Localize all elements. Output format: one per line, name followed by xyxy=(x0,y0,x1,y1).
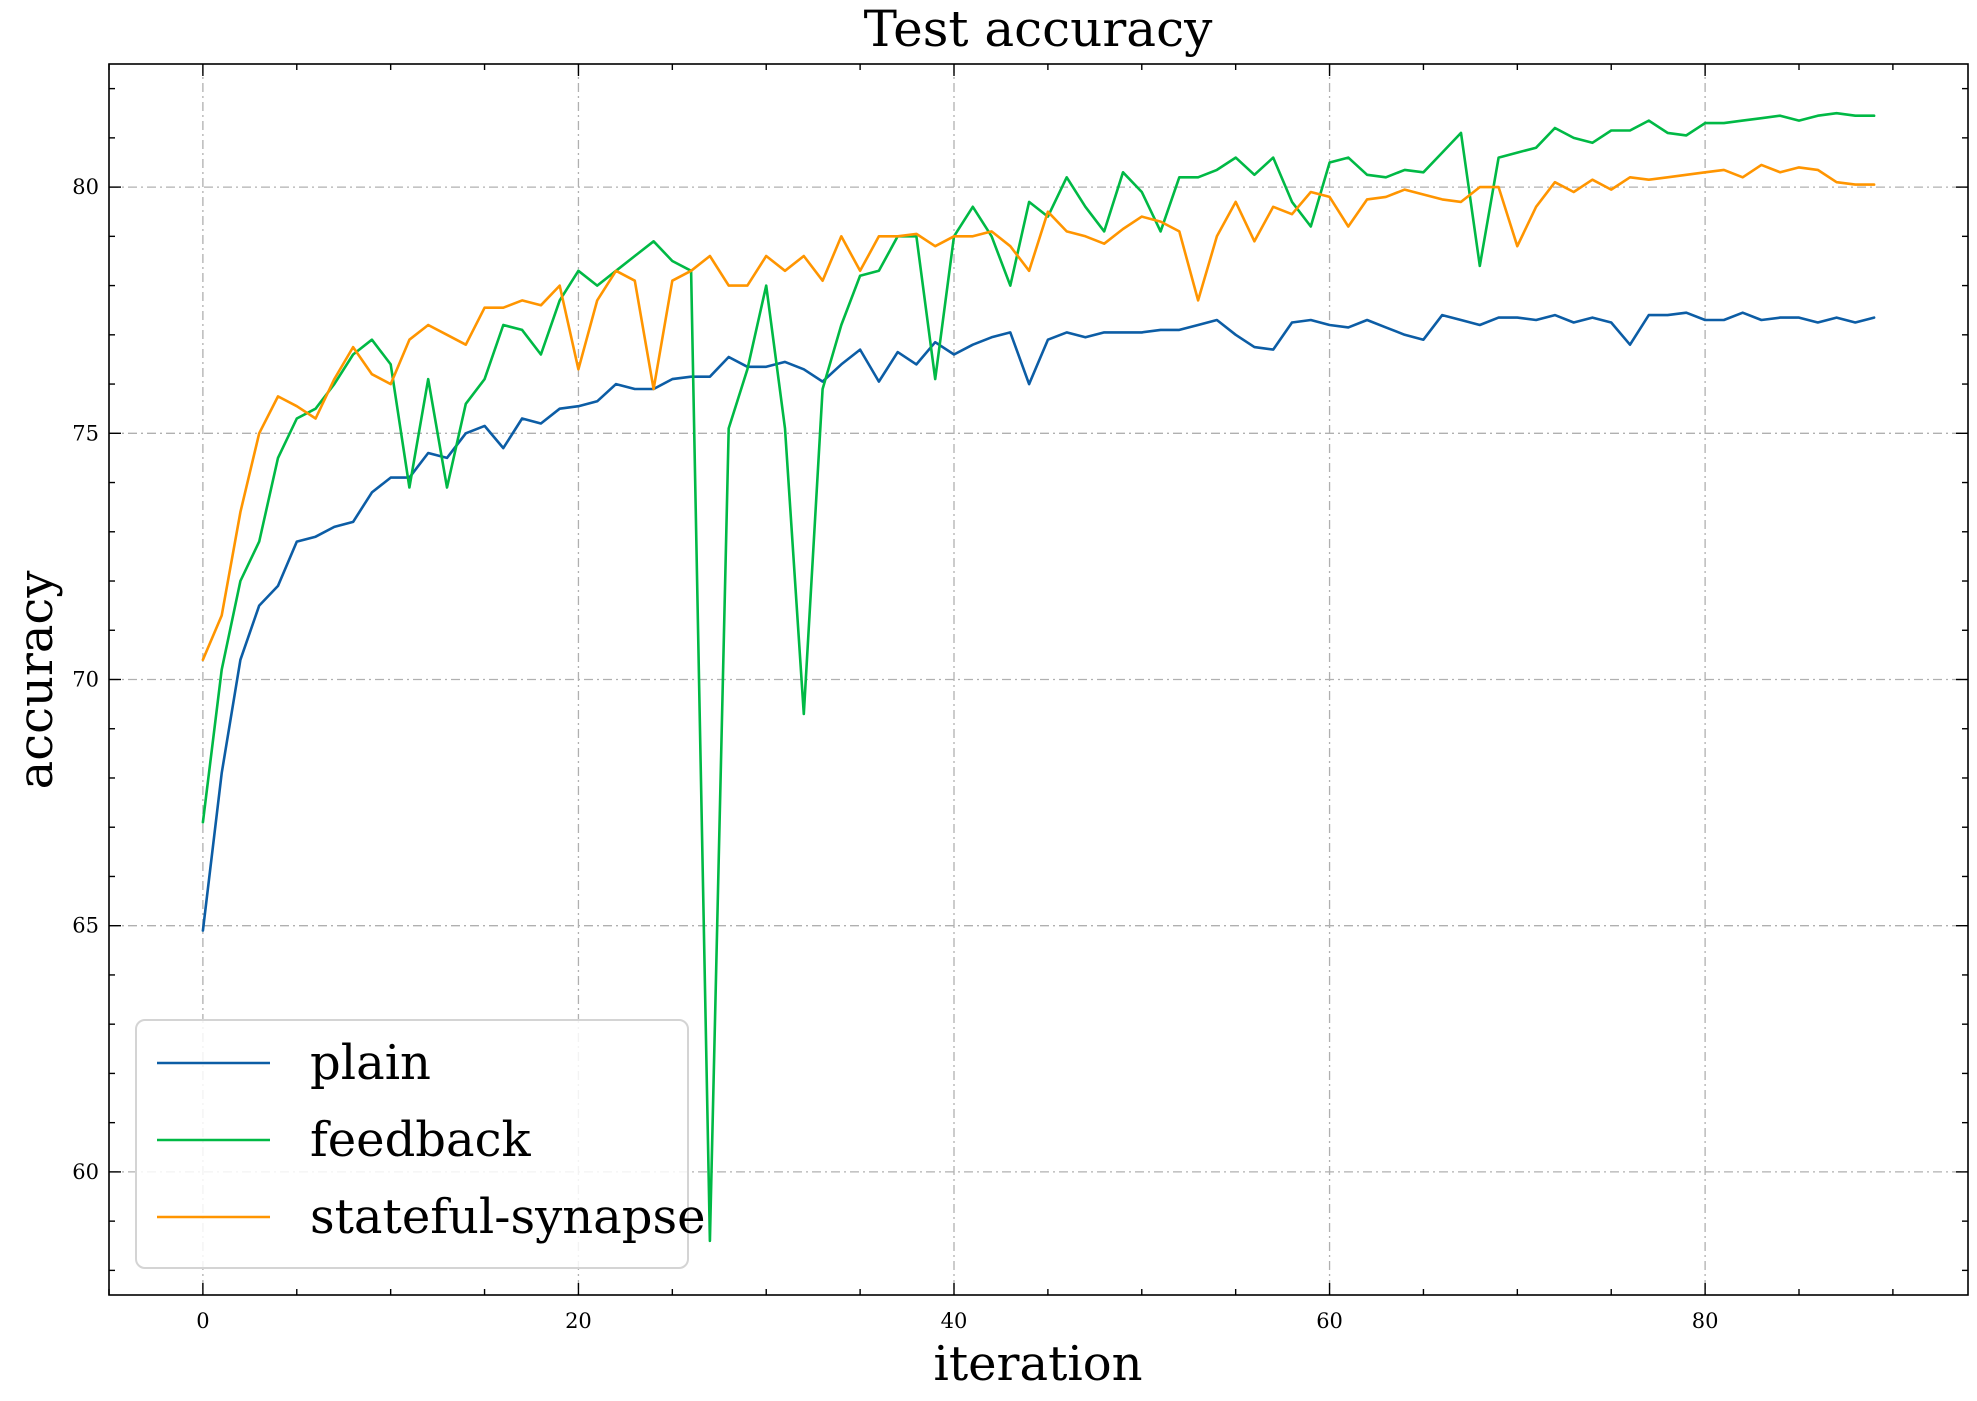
legend-label-stateful-synapse: stateful-synapse xyxy=(310,1189,706,1245)
series-line-plain xyxy=(201,311,1876,932)
x-tick-label: 20 xyxy=(565,1309,592,1333)
x-tick-label: 0 xyxy=(196,1309,209,1333)
legend-label-plain: plain xyxy=(310,1035,431,1091)
y-axis-label: accuracy xyxy=(8,571,64,790)
y-tick-label: 75 xyxy=(72,421,99,445)
y-tick-label: 60 xyxy=(72,1160,99,1184)
chart-title: Test accuracy xyxy=(864,0,1213,58)
y-tick-label: 70 xyxy=(72,668,99,692)
legend-box xyxy=(135,1019,689,1269)
legend-label-feedback: feedback xyxy=(310,1112,532,1168)
series-line-feedback xyxy=(201,111,1876,1243)
x-tick-label: 60 xyxy=(1316,1309,1343,1333)
axis-ticks: 0 20 40 60 80 60 65 70 75 80 xyxy=(72,64,1968,1333)
x-tick-label: 40 xyxy=(941,1309,968,1333)
series-lines xyxy=(201,111,1876,1243)
y-tick-label: 80 xyxy=(72,175,99,199)
series-line-stateful-synapse xyxy=(201,163,1876,662)
legend: plain feedback stateful-synapse xyxy=(135,1019,706,1269)
y-tick-label: 65 xyxy=(72,914,99,938)
x-tick-label: 80 xyxy=(1692,1309,1719,1333)
x-axis-label: iteration xyxy=(933,1336,1142,1392)
